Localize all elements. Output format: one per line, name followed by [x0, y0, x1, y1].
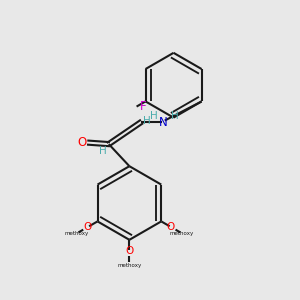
Text: O: O [125, 246, 134, 256]
Text: N: N [159, 116, 168, 128]
Text: methoxy: methoxy [169, 231, 194, 236]
Text: H: H [99, 146, 107, 156]
Text: O: O [167, 222, 175, 232]
Text: H: H [142, 116, 150, 126]
Text: H: H [150, 110, 158, 121]
Text: F: F [140, 100, 146, 113]
Text: O: O [77, 136, 86, 149]
Text: H: H [171, 110, 178, 121]
Text: O: O [84, 222, 92, 232]
Text: methoxy: methoxy [117, 263, 142, 268]
Text: methoxy: methoxy [65, 231, 89, 236]
